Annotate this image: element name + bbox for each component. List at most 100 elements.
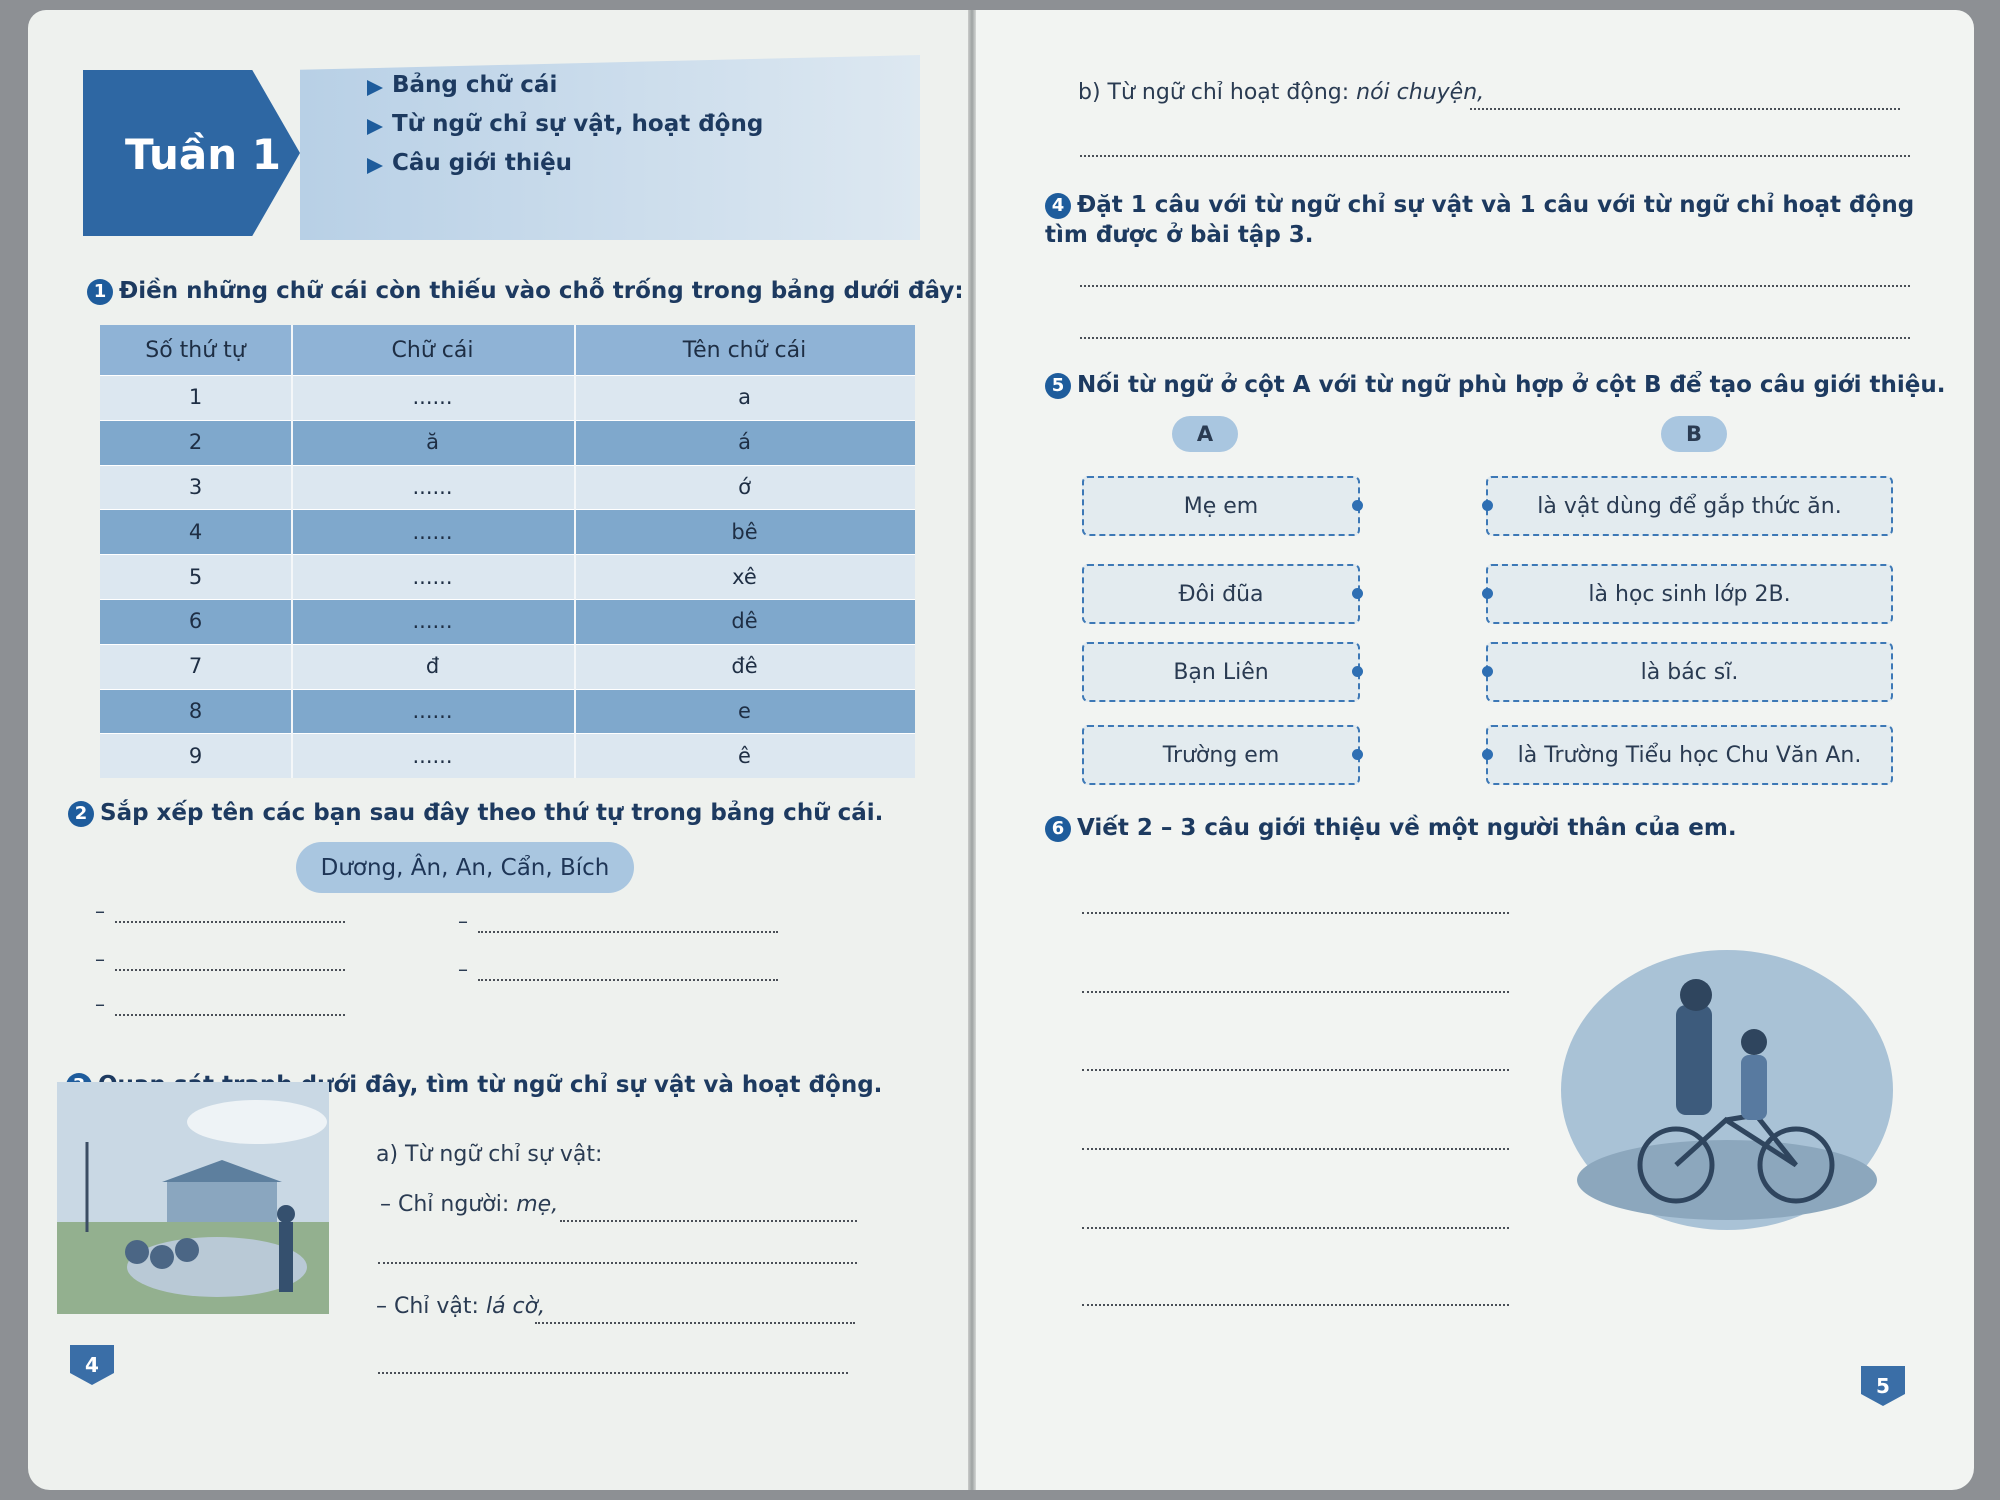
table-cell: 9 <box>188 743 203 768</box>
exercise-number: 4 <box>1045 193 1071 219</box>
table-cell: e <box>738 698 751 723</box>
names-pill: Dương, Ân, An, Cẩn, Bích <box>296 842 634 893</box>
answer-line <box>378 1262 857 1264</box>
answer-line <box>115 921 345 923</box>
table-cell: ...... <box>412 474 453 499</box>
match-box-b: là Trường Tiểu học Chu Văn An. <box>1486 725 1893 785</box>
example: nói chuyện, <box>1356 80 1485 105</box>
header-badge <box>83 70 300 236</box>
spine <box>968 10 976 1490</box>
table-header-row <box>100 325 915 375</box>
answer-line <box>1082 1227 1509 1229</box>
table-cell: 1 <box>188 385 203 410</box>
exercise-title: 2 Sắp xếp tên các bạn sau đây theo thứ tự… <box>68 800 883 827</box>
match-dot <box>1352 500 1363 511</box>
column-label: A <box>1172 416 1238 452</box>
table-row <box>100 419 915 465</box>
match-dot <box>1482 749 1493 760</box>
table-row <box>100 688 915 734</box>
answer-line <box>1080 155 1910 157</box>
exercise-text: Nối từ ngữ ở cột A với từ ngữ phù hợp ở … <box>1077 372 1946 398</box>
table-cell: 4 <box>188 519 203 544</box>
exercise-text: Điền những chữ cái còn thiếu vào chỗ trố… <box>119 278 964 304</box>
table-cell: ...... <box>412 385 453 410</box>
table-row <box>100 464 915 510</box>
table-cell: 5 <box>188 564 203 589</box>
answer-marker: – <box>458 957 468 981</box>
answer-line <box>378 1372 848 1374</box>
exercise-title: 6 Viết 2 – 3 câu giới thiệu về một người … <box>1045 815 1737 842</box>
table-cell: ...... <box>412 519 453 544</box>
match-box-a: Bạn Liên <box>1082 642 1360 702</box>
table-row <box>100 733 915 779</box>
illustration-park <box>57 1082 329 1314</box>
table-cell: ...... <box>412 609 453 634</box>
table-cell: á <box>738 430 751 455</box>
answer-line <box>535 1322 855 1324</box>
topic: Câu giới thiệu <box>392 150 573 176</box>
part-label: a) Từ ngữ chỉ sự vật: <box>376 1142 603 1167</box>
match-box-a: Mẹ em <box>1082 476 1360 536</box>
match-dot <box>1482 588 1493 599</box>
exercise-text: Đặt 1 câu với từ ngữ chỉ sự vật và 1 câu… <box>1045 192 1915 248</box>
answer-line <box>478 979 778 981</box>
table-cell: ă <box>426 430 439 455</box>
answer-line <box>1082 991 1509 993</box>
alphabet-table: Số thứ tự Chữ cái Tên chữ cái 1...... a 2 ă á 3.… <box>100 325 915 779</box>
illustration-bicycle <box>1561 950 1893 1230</box>
column-divider <box>574 325 576 778</box>
table-cell: đ <box>425 654 440 679</box>
exercise-title: 4 Đặt 1 câu với từ ngữ chỉ sự vật và 1 câ… <box>1045 190 1925 250</box>
table-row <box>100 554 915 599</box>
table-cell: ê <box>738 743 751 768</box>
table-cell: ớ <box>738 474 751 499</box>
answer-line <box>1082 1304 1509 1306</box>
match-box-b: là vật dùng để gắp thức ăn. <box>1486 476 1893 536</box>
table-cell: ...... <box>412 564 453 589</box>
table-row <box>100 599 915 644</box>
exercise-title: 5 Nối từ ngữ ở cột A với từ ngữ phù hợp ở… <box>1045 372 1945 399</box>
answer-line <box>1082 1148 1509 1150</box>
match-dot <box>1482 500 1493 511</box>
match-dot <box>1352 666 1363 677</box>
header-cell: Chữ cái <box>391 337 474 363</box>
table-cell: dê <box>731 609 758 634</box>
header-cell: Số thứ tự <box>145 337 246 363</box>
week-label: Tuần 1 <box>125 130 282 179</box>
bullet <box>367 119 383 135</box>
answer-line <box>1080 285 1910 287</box>
header-band <box>300 55 920 240</box>
match-box-b: là bác sĩ. <box>1486 642 1893 702</box>
answer-line <box>1082 912 1509 914</box>
match-dot <box>1352 588 1363 599</box>
label: – Chỉ người: <box>380 1192 510 1217</box>
field-label: – Chỉ vật: lá cờ, <box>376 1294 545 1319</box>
match-dot <box>1352 749 1363 760</box>
match-box-a: Trường em <box>1082 725 1360 785</box>
table-cell: 6 <box>188 609 203 634</box>
table-row <box>100 643 915 689</box>
column-divider <box>291 325 293 778</box>
exercise-text: Viết 2 – 3 câu giới thiệu về một người t… <box>1077 815 1737 841</box>
bullet <box>367 80 383 96</box>
table-cell: xê <box>732 564 757 589</box>
table-cell: bê <box>731 519 758 544</box>
answer-line <box>478 931 778 933</box>
topic: Bảng chữ cái <box>392 72 558 98</box>
header-cell: Tên chữ cái <box>682 337 807 363</box>
answer-line <box>115 969 345 971</box>
answer-line <box>1080 337 1910 339</box>
exercise-number: 6 <box>1045 816 1071 842</box>
table-cell: đê <box>731 654 758 679</box>
table-row <box>100 375 915 420</box>
match-box-a: Đôi đũa <box>1082 564 1360 624</box>
answer-marker: – <box>95 947 105 971</box>
exercise-number: 2 <box>68 801 94 827</box>
table-cell: ...... <box>412 698 453 723</box>
table-cell: 3 <box>188 474 203 499</box>
table-cell: 8 <box>188 698 203 723</box>
exercise-title: 1 Điền những chữ cái còn thiếu vào chỗ tr… <box>87 278 964 305</box>
table-cell: 2 <box>188 430 203 455</box>
